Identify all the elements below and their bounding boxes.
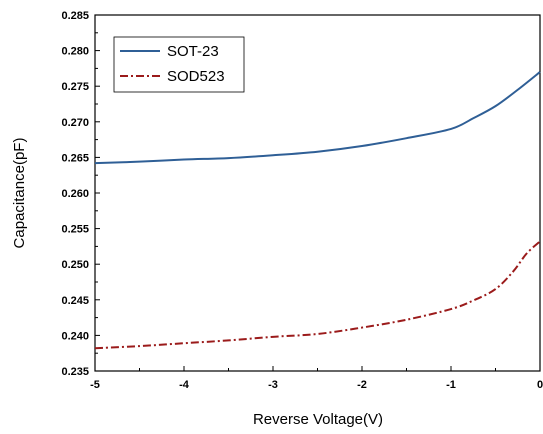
y-tick-label: 0.260: [61, 188, 89, 200]
y-tick-label: 0.280: [61, 46, 89, 58]
legend: SOT-23 SOD523: [113, 36, 245, 93]
legend-label-sot-23: SOT-23: [167, 43, 219, 60]
y-tick-label: 0.265: [61, 152, 89, 164]
y-tick-label: 0.255: [61, 224, 89, 236]
series-line-sot-23: [94, 71, 541, 165]
y-tick-label: 0.275: [61, 81, 89, 93]
y-tick-label: 0.245: [61, 295, 89, 307]
legend-label-sod523: SOD523: [167, 68, 225, 85]
series-layer: [94, 71, 541, 350]
x-tick-label: -2: [357, 379, 367, 391]
legend-box: [113, 36, 245, 93]
y-tick-label: 0.270: [61, 117, 89, 129]
y-tick-label: 0.250: [61, 259, 89, 271]
y-axis-title: Capacitance(pF): [11, 138, 28, 249]
x-axis-title: Reverse Voltage(V): [253, 411, 383, 428]
y-tick-label: 0.235: [61, 366, 89, 378]
x-tick-label: -4: [179, 379, 190, 391]
x-tick-label: -1: [446, 379, 456, 391]
x-tick-label: -5: [90, 379, 100, 391]
series-line-sod523: [94, 240, 541, 350]
y-axis-ticks: 0.235 0.240 0.245 0.250 0.255 0.260 0.265 0.270…: [61, 10, 100, 378]
x-tick-label: 0: [537, 379, 543, 391]
x-axis-ticks: -5 -4 -3 -2 -1 0: [90, 366, 543, 391]
y-tick-label: 0.285: [61, 10, 89, 22]
y-tick-label: 0.240: [61, 330, 89, 342]
x-tick-label: -3: [268, 379, 278, 391]
